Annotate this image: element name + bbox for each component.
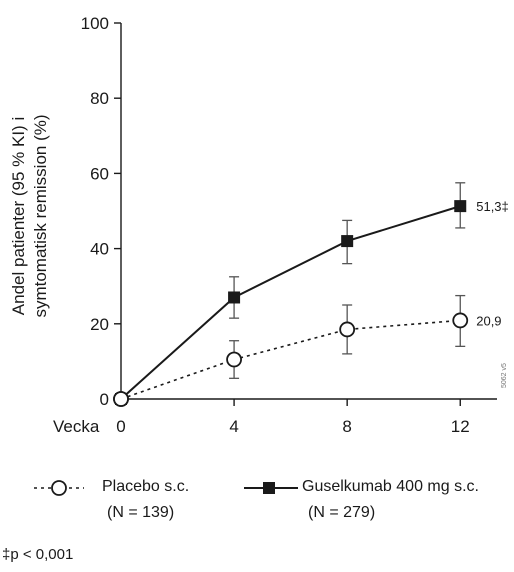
legend-label-placebo: Placebo s.c. (102, 478, 190, 495)
y-tick-label: 40 (90, 240, 109, 259)
end-label-placebo: 20,9 (476, 313, 501, 328)
legend-marker-placebo (34, 480, 84, 496)
chart-canvas: Andel patienter (95 % KI) i symtomatisk … (9, 14, 509, 436)
legend-n-guselkumab: (N = 279) (308, 504, 376, 521)
point-marker-guselkumab (228, 291, 241, 304)
y-axis-title-line2: symtomatisk remission (%) (31, 114, 50, 317)
point-marker-guselkumab (341, 235, 354, 248)
y-tick-label: 100 (81, 14, 109, 33)
y-tick-label: 20 (90, 315, 109, 334)
end-label-guselkumab: 51,3‡ (476, 199, 509, 214)
y-tick-label: 0 (100, 390, 109, 409)
x-tick-label: 12 (451, 417, 470, 436)
y-tick-label: 80 (90, 89, 109, 108)
origin-marker (113, 391, 129, 407)
legend-marker-guselkumab (244, 482, 298, 494)
point-marker-guselkumab (454, 200, 467, 213)
series-line-placebo (120, 319, 461, 400)
series-line-guselkumab (120, 205, 461, 400)
series-placebo: 20,9 (113, 294, 502, 407)
axes: 0 20 40 60 80 100 0 4 8 12 (81, 14, 497, 436)
legend-n-placebo: (N = 139) (107, 504, 175, 521)
footnote: ‡p < 0,001 (2, 546, 74, 563)
x-tick-label: 8 (342, 417, 351, 436)
y-axis-title: Andel patienter (95 % KI) i symtomatisk … (9, 114, 50, 317)
x-tick-label: 4 (229, 417, 238, 436)
point-marker-placebo (452, 312, 469, 329)
series-guselkumab: 51,3‡ (115, 182, 509, 405)
point-marker-placebo (339, 321, 356, 338)
series-layer: 20,9 51,3‡ (113, 182, 509, 407)
y-tick-label: 60 (90, 164, 109, 183)
point-marker-placebo (226, 351, 242, 368)
y-axis-title-line1: Andel patienter (95 % KI) i (9, 117, 28, 315)
legend-label-guselkumab: Guselkumab 400 mg s.c. (302, 478, 479, 495)
figure-code: 5062 v5 (501, 363, 508, 388)
legend: Placebo s.c. (N = 139) Guselkumab 400 mg… (32, 478, 512, 538)
x-tick-label: 0 (116, 417, 125, 436)
x-axis-title: Vecka (53, 417, 100, 436)
